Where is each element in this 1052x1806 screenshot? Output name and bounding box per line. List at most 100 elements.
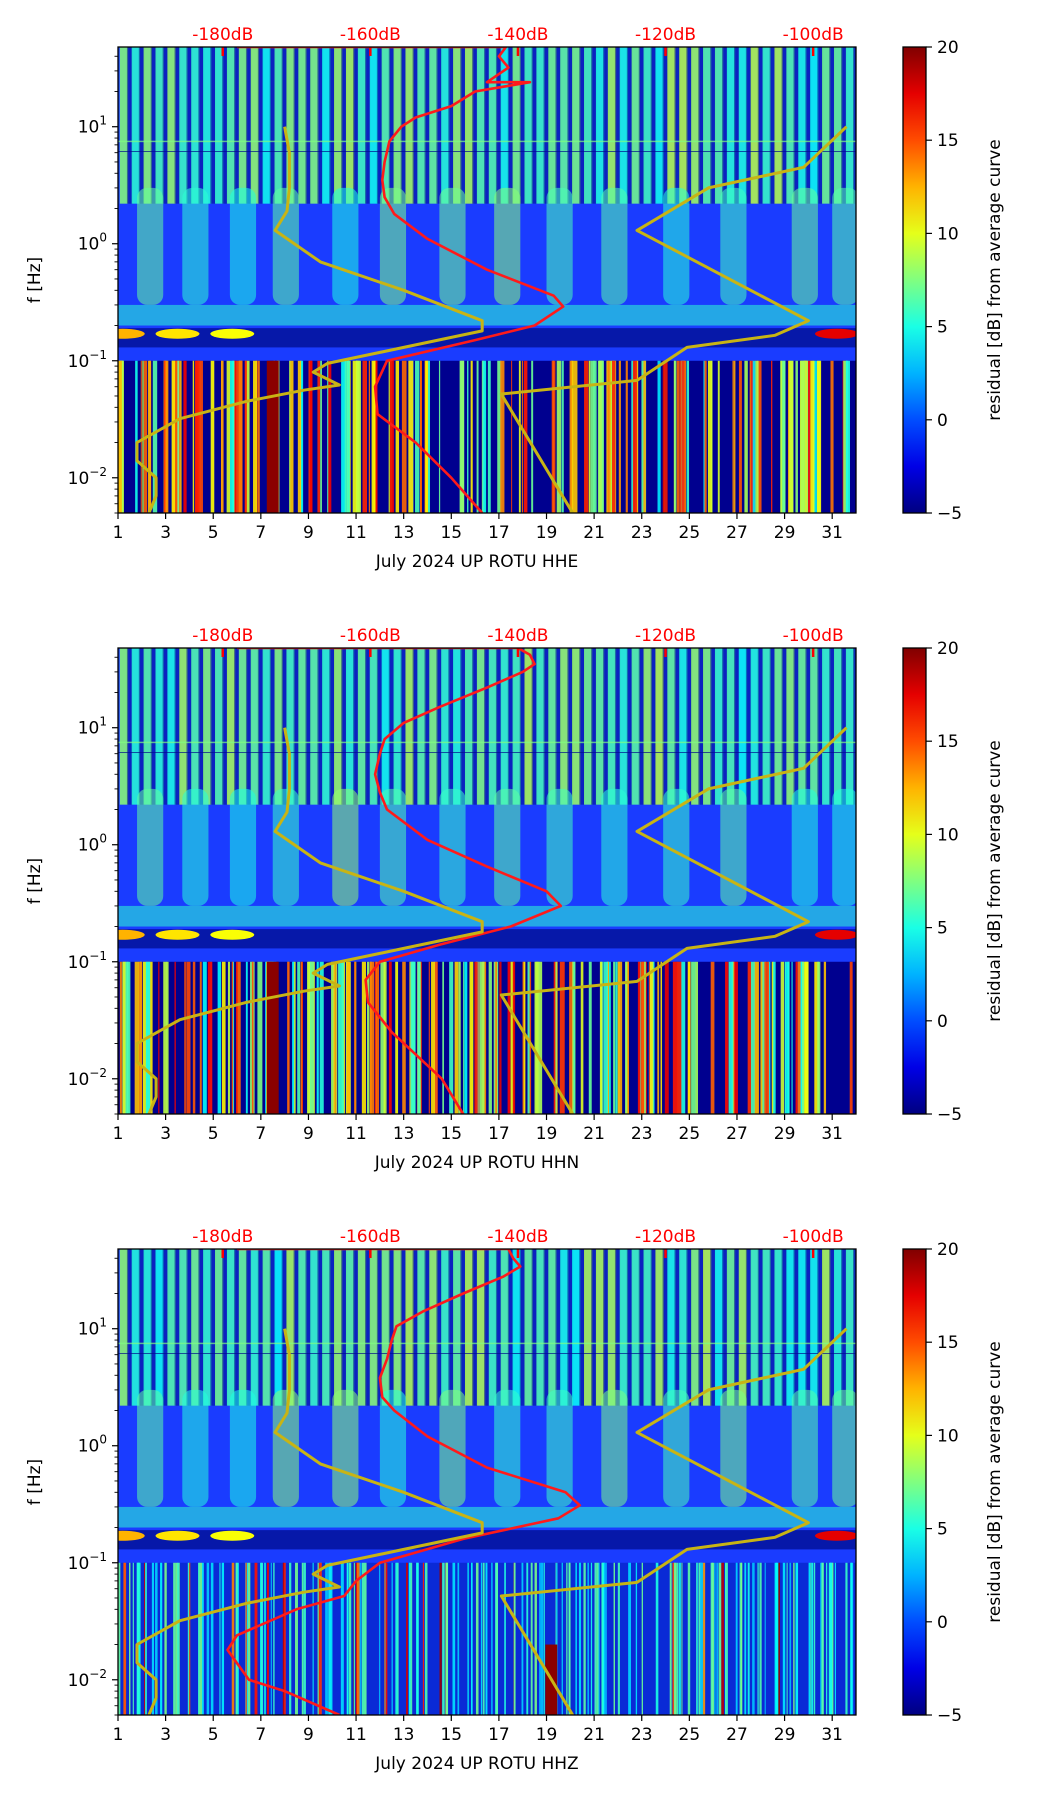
heatmap-cell [738,47,748,204]
heatmap-cell [567,1249,574,1406]
heatmap-cell [310,648,319,805]
heatmap-cell [511,360,513,513]
heatmap-cell [814,328,856,339]
heatmap-cell [747,1562,750,1715]
heatmap-cell [126,648,133,805]
heatmap-cell [495,47,502,204]
heatmap-cell [334,648,343,805]
heatmap-cell [405,648,414,805]
heatmap-cell [179,47,188,204]
colorbar-label: residual [dB] from average curve [985,740,1005,1021]
heatmap-cell [217,961,222,1114]
heatmap-cell [662,360,668,513]
heatmap-cell [603,47,610,204]
heatmap-cell [674,1249,681,1406]
heatmap-cell [822,648,831,805]
heatmap-cell [369,1249,379,1406]
heatmap-cell [464,1249,474,1406]
x-tick-label: 23 [631,523,653,543]
colorbar-tick-label: 15 [937,732,959,752]
heatmap-cell [686,648,693,805]
heatmap-cell [126,1249,133,1406]
heatmap-cell [119,1249,129,1406]
heatmap-cell [781,47,788,204]
heatmap-cell [551,360,556,513]
heatmap-cell [189,1562,191,1715]
heatmap-cell [482,1562,485,1715]
heatmap-cell [614,47,621,204]
heatmap-cell [745,1249,752,1406]
db-tick-label: -100dB [783,1227,844,1247]
heatmap-cell [681,1562,683,1715]
heatmap-cell [820,1562,822,1715]
heatmap-cell [810,1562,812,1715]
heatmap-cell [210,47,217,204]
db-tick-label: -180dB [192,626,253,646]
heatmap-cell [238,648,248,805]
heatmap-cell [391,1562,393,1715]
heatmap-cell [626,1249,633,1406]
heatmap-cell [274,648,283,805]
heatmap-cell [726,1249,736,1406]
heatmap-cell [679,360,682,513]
heatmap-cell [408,360,414,513]
heatmap-cell [832,187,856,305]
heatmap-cell [207,961,213,1114]
heatmap-cell [488,47,498,204]
heatmap-cell [238,47,248,204]
heatmap-cell [805,47,812,204]
colorbar-tick-label: 5 [937,318,948,338]
heatmap-cell [691,961,696,1114]
heatmap-cell [679,47,688,204]
heatmap-cell [235,1562,238,1715]
db-tick-label: -160dB [340,626,401,646]
colorbar-tick-label: −5 [937,504,962,524]
heatmap-cell [700,1562,704,1715]
heatmap-cell [439,788,466,906]
heatmap-cell [769,1249,776,1406]
heatmap-cell [546,187,573,305]
heatmap-cell [476,360,479,513]
heatmap-cell [215,648,224,805]
y-tick-exponent: 1 [99,1316,107,1330]
heatmap-cell [613,961,616,1114]
heatmap-cell [371,360,376,513]
heatmap-cell [238,360,243,513]
heatmap-cell [810,1249,819,1406]
heatmap-cell [361,961,366,1114]
heatmap-cell [463,961,465,1114]
heatmap-cell [845,1562,848,1715]
heatmap-cell [329,1562,332,1715]
heatmap-cell [448,47,455,204]
heatmap-cell [655,47,664,204]
heatmap-cell [521,360,524,513]
heatmap-cell [512,961,516,1114]
heatmap-cell [714,648,724,805]
heatmap-cell [491,1562,493,1715]
heatmap-cell [339,961,344,1114]
heatmap-cell [569,961,574,1114]
heatmap-cell [237,961,241,1114]
heatmap-cell [567,648,574,805]
heatmap-cell [595,1249,605,1406]
heatmap-cell [521,1562,524,1715]
heatmap-cell [782,360,786,513]
heatmap-cell [687,961,691,1114]
x-tick-label: 7 [255,1725,266,1745]
heatmap-cell [415,360,420,513]
heatmap-cell [853,47,856,204]
reference-curve-line [499,125,848,513]
heatmap-cell [368,360,371,513]
heatmap-cell [369,961,375,1114]
heatmap-cell [757,47,764,204]
heatmap-cell [329,47,336,204]
heatmap-cell [393,1249,402,1406]
heatmap-cell [182,1389,209,1507]
heatmap-cell [307,961,311,1114]
heatmap-cell [632,360,638,513]
heatmap-cell [810,47,819,204]
heatmap-cell [230,360,235,513]
plot-frame [117,1248,857,1716]
heatmap-cell [555,1249,562,1406]
heatmap-cell [786,1249,795,1406]
